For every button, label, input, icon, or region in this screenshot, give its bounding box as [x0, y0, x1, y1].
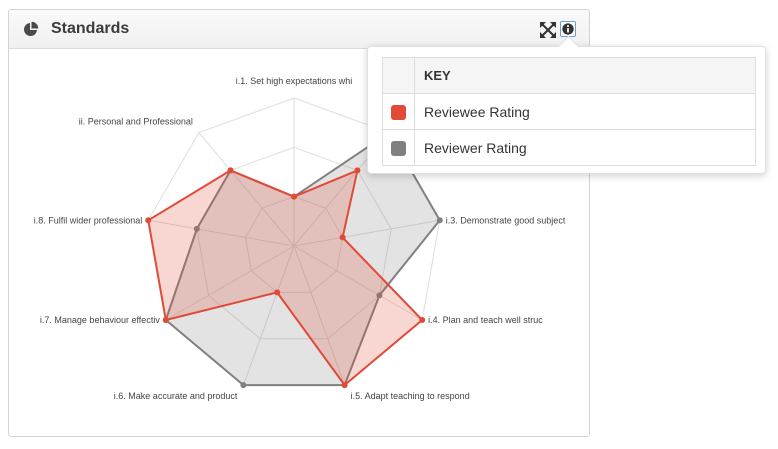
- key-header: KEY: [414, 57, 756, 94]
- reviewer-swatch: [391, 140, 406, 156]
- radar-spoke: [198, 132, 295, 247]
- reviewee-rating-point[interactable]: [419, 317, 426, 323]
- reviewee-rating-point[interactable]: [291, 193, 297, 200]
- key-swatch-cell: [382, 93, 415, 130]
- key-table: KEY Reviewee Rating Reviewer Rating: [382, 57, 756, 166]
- radar-axis-label: i.5. Adapt teaching to respond: [351, 391, 470, 401]
- key-label-reviewee: Reviewee Rating: [414, 93, 756, 130]
- key-popover: KEY Reviewee Rating Reviewer Rating: [367, 35, 766, 174]
- reviewer-rating-series-area: [164, 131, 441, 387]
- radar-axis-label: i.8. Fulfil wider professional: [34, 215, 143, 225]
- expand-icon[interactable]: [540, 22, 556, 38]
- radar-axis-label: i.7. Manage behaviour effectiv: [40, 315, 160, 325]
- radar-spoke: [293, 245, 346, 386]
- reviewee-rating-point[interactable]: [162, 317, 169, 323]
- key-swatch-cell: [382, 129, 415, 166]
- radar-spoke: [165, 245, 295, 321]
- radar-spoke: [293, 245, 423, 321]
- reviewer-rating-point[interactable]: [436, 217, 443, 224]
- reviewer-rating-point[interactable]: [193, 225, 200, 232]
- key-row-reviewer: Reviewer Rating: [382, 129, 756, 166]
- reviewee-rating-point[interactable]: [341, 382, 348, 389]
- reviewee-rating-point[interactable]: [354, 167, 361, 174]
- key-row-reviewee: Reviewee Rating: [382, 93, 756, 130]
- reviewee-rating-point[interactable]: [339, 234, 346, 241]
- radar-axis-label: i.3. Demonstrate good subject: [446, 215, 566, 225]
- key-swatch-header: [382, 57, 415, 94]
- panel-header: Standards: [9, 10, 589, 49]
- reviewee-swatch: [391, 104, 406, 120]
- panel-title: Standards: [51, 20, 130, 37]
- reviewee-rating-point[interactable]: [145, 217, 152, 224]
- pie-chart-icon: [24, 21, 39, 36]
- radar-grid-ring: [244, 196, 344, 293]
- reviewer-rating-point[interactable]: [376, 292, 383, 299]
- key-header-row: KEY: [382, 57, 756, 94]
- radar-spoke: [293, 219, 440, 247]
- radar-axis-label: i.6. Make accurate and product: [114, 391, 238, 401]
- radar-axis-label: i.4. Plan and teach well struc: [428, 315, 543, 325]
- reviewee-rating-series-area: [147, 169, 424, 387]
- radar-axis-label: i.1. Set high expectations whi: [236, 76, 353, 86]
- reviewee-rating-point[interactable]: [274, 289, 281, 296]
- reviewee-rating-point[interactable]: [227, 167, 234, 174]
- radar-spoke: [242, 245, 295, 386]
- key-label-reviewer: Reviewer Rating: [414, 129, 756, 166]
- radar-spoke: [148, 219, 295, 247]
- radar-axis-label: ii. Personal and Professional: [79, 117, 193, 127]
- reviewer-rating-point[interactable]: [240, 382, 247, 389]
